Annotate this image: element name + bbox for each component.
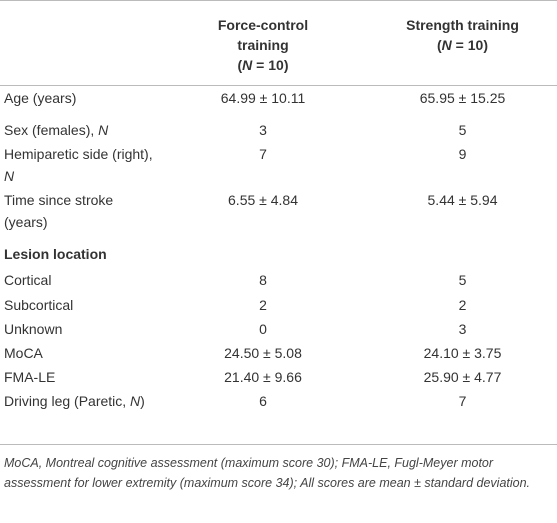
label-text: Hemiparetic side (right), [4,145,153,162]
header-cell [0,0,158,86]
cell-value: 5 [458,121,467,138]
row-label: Unknown [0,317,158,341]
cell-value: 7 [259,145,267,162]
cell-value: 25.90 ± 4.77 [423,368,502,385]
header-text: Strength training [406,17,519,33]
label-text: N [4,167,15,184]
table-row: Age (years) 64.99 ± 10.11 65.95 ± 15.25 [0,86,557,118]
label-text: Unknown [4,320,63,337]
row-label: Sex (females), N [0,118,158,142]
header-text: = 10) [451,37,488,53]
label-text: N [130,392,141,409]
cell-value: 6.55 ± 4.84 [228,191,298,208]
label-text: FMA-LE [4,368,56,385]
header-text: training [237,37,289,53]
header-text: ( [437,37,442,53]
cell-value: 5 [458,271,467,288]
table-row: Time since stroke (years) 6.55 ± 4.84 5.44… [0,188,557,242]
table-row: Driving leg (Paretic, N) 6 7 [0,388,557,445]
header-text: = 10) [252,57,289,73]
table-row: Lesion location [0,242,557,268]
section-label: Lesion location [4,245,107,262]
header-row: Force-control training (N = 10) Strength t… [0,0,557,86]
header-cell: Strength training (N = 10) [368,0,557,86]
row-label: Driving leg (Paretic, N) [0,388,158,445]
row-label: Time since stroke (years) [0,188,158,242]
header-text: N [441,37,452,53]
table-row: Cortical 8 5 [0,268,557,293]
header-text: Force-control [217,17,309,33]
label-text: Age (years) [4,90,77,106]
row-label: Age (years) [0,86,158,118]
table-body: Age (years) 64.99 ± 10.11 65.95 ± 15.25 Sex… [0,86,557,445]
cell-value: 3 [458,320,467,337]
footnote: MoCA, Montreal cognitive assessment (max… [4,456,531,490]
table-row: Sex (females), N 3 5 [0,118,557,142]
cell-value: 5.44 ± 5.94 [427,191,498,208]
row-label: Subcortical [0,293,158,317]
cell-value: 24.50 ± 5.08 [224,344,302,361]
cell-value: 9 [458,145,467,162]
label-text: Sex (females), [4,121,99,138]
cell-value: 6 [158,388,368,445]
cell-value: 21.40 ± 9.66 [224,368,302,385]
table-row: Subcortical 2 2 [0,293,557,317]
label-text: Cortical [4,271,52,288]
label-text: Driving leg (Paretic, [4,392,131,409]
cell-value: 0 [259,320,267,337]
row-label: Hemiparetic side (right), N [0,142,158,188]
table-row: FMA-LE 21.40 ± 9.66 25.90 ± 4.77 [0,365,557,389]
cell-value: 3 [259,121,267,138]
row-label: FMA-LE [0,365,158,389]
label-text: ) [140,392,145,409]
cell-value: 2 [458,296,467,313]
row-label: Cortical [0,268,158,293]
table-row: Hemiparetic side (right), N 7 9 [0,142,557,188]
cell-value: 65.95 ± 15.25 [419,90,506,106]
cell-value: 2 [259,296,267,313]
label-text: MoCA [4,344,43,361]
data-table: Force-control training (N = 10) Strength t… [0,0,557,445]
cell-value: 8 [259,271,267,288]
cell-value: 7 [368,388,557,445]
cell-value: 24.10 ± 3.75 [423,344,502,361]
row-label: MoCA [0,341,158,365]
label-text: Subcortical [4,296,74,313]
header-text: N [242,57,253,73]
table-row: Unknown 0 3 [0,317,557,341]
label-text: Time since stroke (years) [4,191,114,230]
header-text: ( [237,57,243,73]
header-cell: Force-control training (N = 10) [158,0,368,86]
cell-value: 64.99 ± 10.11 [220,90,306,106]
label-text: N [98,121,109,138]
table-row: MoCA 24.50 ± 5.08 24.10 ± 3.75 [0,341,557,365]
